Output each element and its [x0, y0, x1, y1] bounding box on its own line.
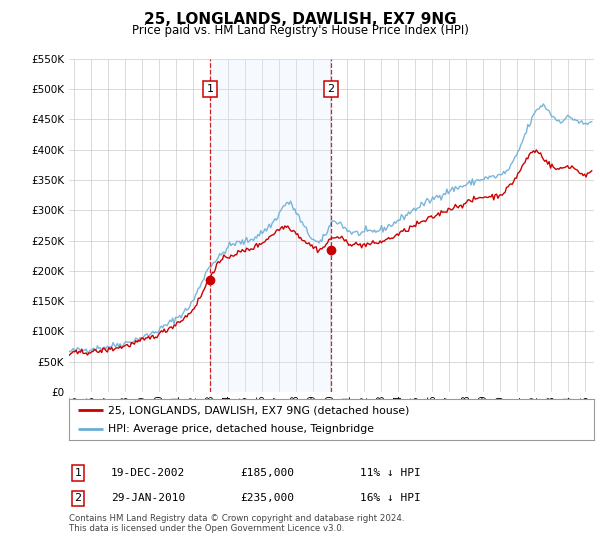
Text: 1: 1 [74, 468, 82, 478]
Text: Price paid vs. HM Land Registry's House Price Index (HPI): Price paid vs. HM Land Registry's House … [131, 24, 469, 37]
Text: 25, LONGLANDS, DAWLISH, EX7 9NG: 25, LONGLANDS, DAWLISH, EX7 9NG [143, 12, 457, 27]
Text: HPI: Average price, detached house, Teignbridge: HPI: Average price, detached house, Teig… [109, 424, 374, 433]
Text: 1: 1 [206, 84, 214, 94]
Text: 16% ↓ HPI: 16% ↓ HPI [360, 493, 421, 503]
Text: £235,000: £235,000 [240, 493, 294, 503]
Text: 25, LONGLANDS, DAWLISH, EX7 9NG (detached house): 25, LONGLANDS, DAWLISH, EX7 9NG (detache… [109, 405, 410, 415]
Text: £185,000: £185,000 [240, 468, 294, 478]
Text: 19-DEC-2002: 19-DEC-2002 [111, 468, 185, 478]
Text: 2: 2 [328, 84, 335, 94]
Bar [210, 59, 331, 392]
Text: Contains HM Land Registry data © Crown copyright and database right 2024.: Contains HM Land Registry data © Crown c… [69, 514, 404, 523]
Text: This data is licensed under the Open Government Licence v3.0.: This data is licensed under the Open Gov… [69, 524, 344, 533]
Text: 11% ↓ HPI: 11% ↓ HPI [360, 468, 421, 478]
Text: 2: 2 [74, 493, 82, 503]
Text: 29-JAN-2010: 29-JAN-2010 [111, 493, 185, 503]
